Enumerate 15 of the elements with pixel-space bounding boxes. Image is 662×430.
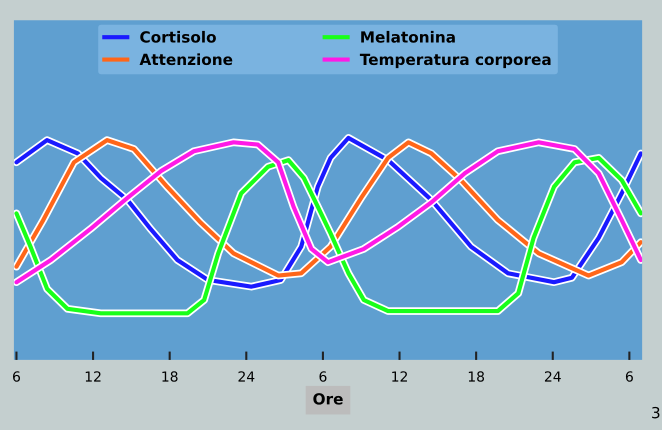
x-tick-label: 12 — [86, 371, 101, 382]
x-tick-label: 18 — [162, 371, 178, 382]
text: 3 — [652, 406, 660, 418]
legend-label: Attenzione — [140, 53, 232, 66]
x-tick-label: 24 — [238, 371, 254, 382]
x-tick-label: 6 — [626, 371, 633, 382]
legend-label: Temperatura corporea — [360, 54, 550, 68]
x-tick-label: 18 — [468, 371, 484, 382]
x-tick-label: 6 — [319, 371, 326, 382]
x-axis-title: Ore — [313, 393, 343, 405]
legend-label: Melatonina — [361, 30, 455, 43]
x-tick-label: 6 — [13, 371, 20, 382]
x-tick-label: 12 — [392, 371, 407, 382]
x-tick-label: 24 — [544, 371, 561, 382]
legend-label: Cortisolo — [140, 30, 216, 43]
